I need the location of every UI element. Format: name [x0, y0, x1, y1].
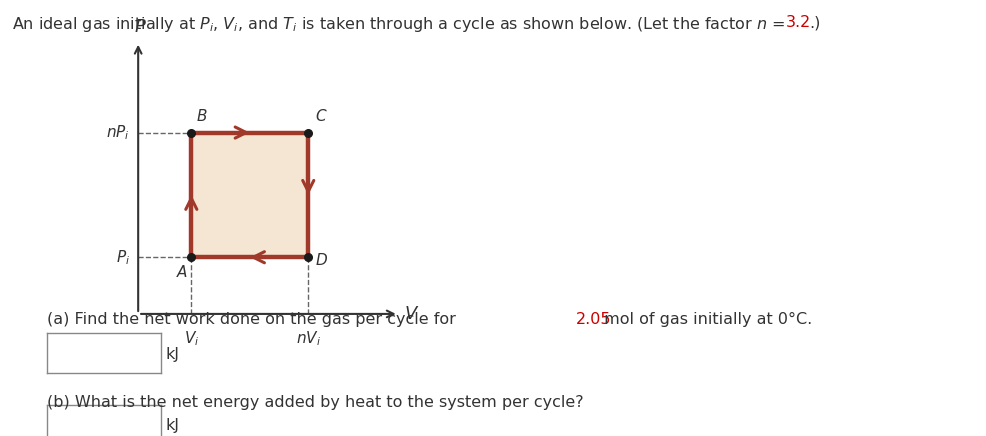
Text: $P$: $P$ [134, 18, 147, 36]
Text: $P_i$: $P_i$ [116, 248, 130, 266]
Polygon shape [191, 133, 308, 257]
Text: $B$: $B$ [195, 108, 207, 124]
Text: .): .) [809, 15, 820, 30]
Text: $V_i$: $V_i$ [183, 330, 199, 348]
Text: kJ: kJ [166, 347, 179, 361]
Text: 2.05: 2.05 [575, 312, 610, 327]
Text: (a) Find the net work done on the gas per cycle for: (a) Find the net work done on the gas pe… [47, 312, 460, 327]
Text: $nP_i$: $nP_i$ [106, 123, 130, 142]
Text: $V$: $V$ [403, 305, 419, 323]
Text: kJ: kJ [166, 418, 179, 433]
Text: (b) What is the net energy added by heat to the system per cycle?: (b) What is the net energy added by heat… [47, 395, 584, 409]
Text: 3.2: 3.2 [785, 15, 810, 30]
Text: $D$: $D$ [315, 252, 327, 268]
Text: $nV_i$: $nV_i$ [296, 330, 320, 348]
Text: mol of gas initially at 0°C.: mol of gas initially at 0°C. [599, 312, 811, 327]
Text: $C$: $C$ [315, 108, 327, 124]
Text: $A$: $A$ [176, 264, 188, 280]
Text: An ideal gas initially at $P_i$, $V_i$, and $T_i$ is taken through a cycle as sh: An ideal gas initially at $P_i$, $V_i$, … [12, 15, 786, 34]
